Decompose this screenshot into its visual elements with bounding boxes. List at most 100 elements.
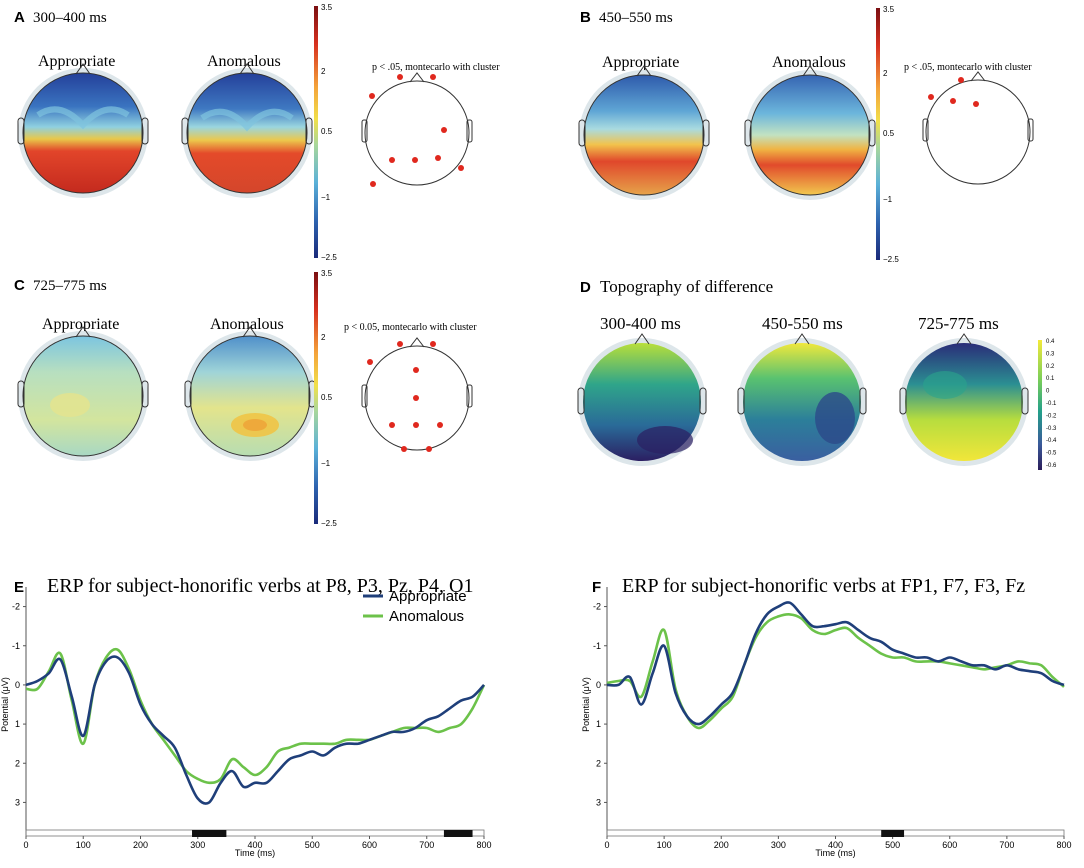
panel-d-time-2: 450-550 ms (762, 314, 843, 333)
x-tick-label: 600 (942, 840, 957, 850)
y-tick-label: 2 (596, 758, 601, 768)
panel-b-letter: B (580, 9, 591, 26)
electrode-map-c (361, 337, 473, 452)
electrode-map-a (361, 72, 473, 187)
panel-b-cond2: Anomalous (772, 54, 846, 71)
panel-b-cond1: Appropriate (602, 54, 679, 71)
x-axis-label: Time (ms) (815, 848, 855, 858)
chart-title: ERP for subject-honorific verbs at P8, P… (47, 575, 473, 597)
cbar-d-tick-9: -0.5 (1046, 451, 1057, 457)
significance-bar (192, 830, 227, 837)
cbar-a-tick-1: 2 (321, 67, 326, 76)
panel-c-cond1: Appropriate (42, 316, 119, 333)
topomap-b-appropriate (578, 65, 710, 200)
x-tick-label: 500 (885, 840, 900, 850)
electrode-map-b (922, 71, 1034, 185)
significance-bar (881, 830, 905, 837)
cbar-c-tick-2: 0.5 (321, 393, 333, 402)
x-tick-label: 700 (999, 840, 1014, 850)
panel-b-stat: p < .05, montecarlo with cluster (904, 62, 1032, 73)
cbar-c-tick-1: 2 (321, 333, 326, 342)
y-tick-label: 1 (15, 719, 20, 729)
topomap-c-appropriate (17, 326, 149, 461)
cbar-d-tick-10: -0.6 (1046, 463, 1057, 469)
colorbar-b: 3.5 2 0.5 −1 −2.5 (876, 5, 899, 264)
cbar-b-tick-0: 3.5 (883, 5, 895, 14)
cbar-a-tick-2: 0.5 (321, 127, 333, 136)
cbar-b-tick-4: −2.5 (883, 255, 899, 264)
y-tick-label: -1 (593, 641, 601, 651)
panel-b-time: 450–550 ms (599, 10, 673, 26)
x-tick-label: 700 (419, 840, 434, 850)
erp-chart-e: E ERP for subject-honorific verbs at P8, … (0, 575, 492, 858)
cbar-d-tick-5: -0.1 (1046, 401, 1057, 407)
y-tick-label: -2 (593, 602, 601, 612)
cbar-c-tick-4: −2.5 (321, 519, 337, 528)
y-tick-label: -1 (12, 641, 20, 651)
x-tick-label: 500 (305, 840, 320, 850)
cbar-d-tick-4: 0 (1046, 389, 1050, 395)
y-tick-label: -2 (12, 602, 20, 612)
cbar-c-tick-0: 3.5 (321, 269, 333, 278)
panel-a-time: 300–400 ms (33, 10, 107, 26)
erp-chart-f: F ERP for subject-honorific verbs at FP1,… (581, 575, 1072, 858)
cbar-c-tick-3: −1 (321, 459, 331, 468)
x-tick-label: 0 (23, 840, 28, 850)
x-tick-label: 400 (828, 840, 843, 850)
panel-d-time-1: 300-400 ms (600, 314, 681, 333)
x-tick-label: 200 (133, 840, 148, 850)
cbar-a-tick-0: 3.5 (321, 3, 333, 12)
legend-label: Appropriate (389, 588, 467, 605)
cbar-b-tick-2: 0.5 (883, 129, 895, 138)
panel-a-cond2: Anomalous (207, 53, 281, 70)
x-tick-label: 300 (190, 840, 205, 850)
series-line-appropriate (606, 601, 1065, 726)
colorbar-d: 0.4 0.3 0.2 0.1 0 -0.1 -0.2 -0.3 -0.4 -0.5 -0.6 (1038, 339, 1057, 470)
series-line-anomalous (606, 613, 1065, 730)
panel-f-letter: F (592, 579, 601, 596)
y-tick-label: 3 (596, 797, 601, 807)
panel-d-letter: D (580, 279, 591, 296)
y-axis-label: Potential (μV) (0, 677, 10, 732)
panel-d: D Topography of difference 300-400 ms 45… (577, 277, 1057, 470)
series-line-appropriate (25, 655, 485, 805)
cbar-b-tick-3: −1 (883, 195, 893, 204)
topomap-a-appropriate (17, 63, 149, 198)
chart-title: ERP for subject-honorific verbs at FP1, … (622, 575, 1025, 597)
cbar-a-tick-4: −2.5 (321, 253, 337, 262)
significance-bar (443, 830, 473, 837)
panel-c-stat: p < 0.05, montecarlo with cluster (344, 322, 477, 333)
cbar-d-tick-6: -0.2 (1046, 413, 1057, 419)
cbar-d-tick-7: -0.3 (1046, 426, 1057, 432)
x-tick-label: 800 (1056, 840, 1071, 850)
panel-d-time-3: 725-775 ms (918, 314, 999, 333)
cbar-d-tick-0: 0.4 (1046, 339, 1055, 345)
x-axis-label: Time (ms) (235, 848, 275, 858)
y-tick-label: 0 (15, 680, 20, 690)
y-tick-label: 1 (596, 719, 601, 729)
x-tick-label: 100 (657, 840, 672, 850)
panel-a-letter: A (14, 9, 25, 26)
x-tick-label: 800 (476, 840, 491, 850)
topomap-d-1 (577, 333, 707, 466)
x-tick-label: 400 (247, 840, 262, 850)
y-tick-label: 0 (596, 680, 601, 690)
topomap-a-anomalous (181, 63, 313, 198)
panel-c: C 725–775 ms Appropriate Anomalous 3.5 (14, 269, 477, 528)
topomap-d-2 (737, 333, 867, 466)
legend-label: Anomalous (389, 608, 464, 625)
topomap-b-anomalous (744, 65, 876, 200)
panel-d-title: Topography of difference (600, 277, 773, 296)
series-line-anomalous (25, 647, 486, 785)
colorbar-a: 3.5 2 0.5 −1 −2.5 (314, 3, 337, 262)
panel-b: B 450–550 ms Appropriate Anomalous 3.5 2… (578, 5, 1034, 264)
x-tick-label: 200 (714, 840, 729, 850)
topomap-d-3 (899, 333, 1029, 466)
cbar-d-tick-2: 0.2 (1046, 364, 1055, 370)
panel-a: A 300–400 ms Appropriate Anomalous 3.5 2 (14, 3, 500, 262)
panel-c-cond2: Anomalous (210, 316, 284, 333)
time-strip (606, 829, 1065, 837)
x-tick-label: 100 (76, 840, 91, 850)
topomap-c-anomalous (184, 326, 316, 461)
